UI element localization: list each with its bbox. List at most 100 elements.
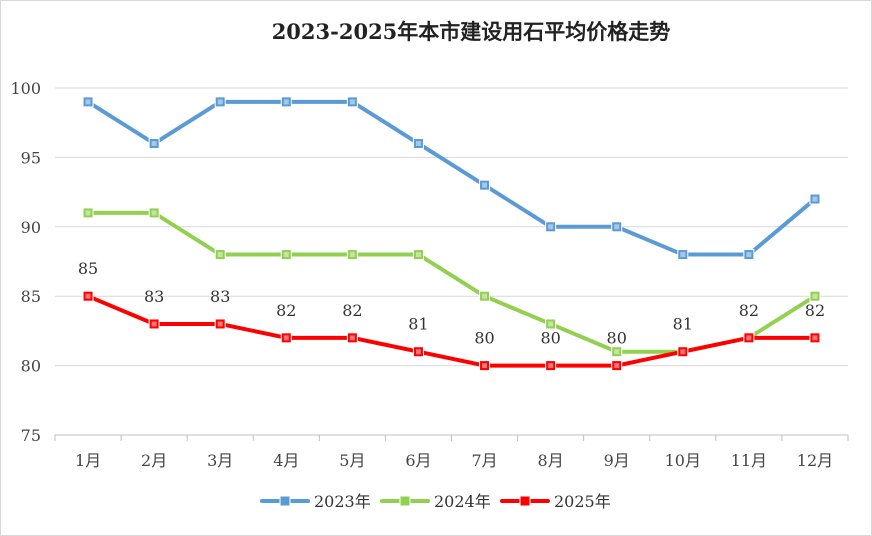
data-point-highlight [151, 321, 157, 327]
data-label: 81 [408, 315, 428, 334]
gridlines [55, 87, 848, 367]
data-label: 82 [805, 301, 825, 320]
series-2 [82, 207, 821, 358]
legend-item[interactable]: 2023年 [260, 492, 371, 511]
data-point-highlight [548, 363, 554, 369]
legend-item[interactable]: 2025年 [500, 492, 611, 511]
x-tick-label: 5月 [339, 451, 365, 470]
data-point-highlight [85, 210, 91, 216]
y-axis: 75 80 85 90 95 100 [10, 79, 41, 445]
data-point[interactable] [280, 96, 292, 108]
y-tick-label: 80 [21, 357, 41, 376]
data-label: 82 [276, 301, 296, 320]
x-tick-label: 4月 [273, 451, 299, 470]
x-tick-label: 11月 [731, 451, 767, 470]
y-tick-label: 90 [21, 218, 41, 237]
data-point-highlight [85, 99, 91, 105]
data-point[interactable] [545, 360, 557, 372]
data-point[interactable] [214, 96, 226, 108]
data-point-highlight [217, 321, 223, 327]
data-point[interactable] [148, 318, 160, 330]
data-point[interactable] [677, 249, 689, 261]
data-point-highlight [746, 252, 752, 258]
series-lines [82, 96, 821, 372]
data-point[interactable] [809, 290, 821, 302]
x-tick-label: 8月 [538, 451, 564, 470]
data-point-highlight [349, 335, 355, 341]
data-point-highlight [812, 335, 818, 341]
data-point-highlight [349, 252, 355, 258]
data-point-highlight [482, 293, 488, 299]
data-point-highlight [614, 224, 620, 230]
data-point[interactable] [82, 96, 94, 108]
data-point[interactable] [809, 332, 821, 344]
data-point-highlight [548, 224, 554, 230]
data-point[interactable] [82, 290, 94, 302]
data-point-highlight [812, 293, 818, 299]
chart-title: 2023-2025年本市建设用石平均价格走势 [272, 19, 671, 44]
data-point-highlight [151, 141, 157, 147]
y-tick-label: 95 [21, 148, 41, 167]
data-point[interactable] [82, 207, 94, 219]
x-tick-label: 10月 [665, 451, 701, 470]
data-point-highlight [746, 335, 752, 341]
data-labels: 85 83 83 82 82 81 80 80 80 81 82 82 [78, 259, 825, 347]
data-point-highlight [283, 99, 289, 105]
legend-item[interactable]: 2024年 [380, 492, 491, 511]
series-line [86, 294, 817, 368]
data-point-highlight [151, 210, 157, 216]
data-point[interactable] [214, 318, 226, 330]
data-point[interactable] [611, 221, 623, 233]
data-point-highlight [614, 349, 620, 355]
data-point[interactable] [479, 360, 491, 372]
data-point[interactable] [479, 179, 491, 191]
legend-swatch-marker [399, 495, 411, 507]
data-point[interactable] [214, 249, 226, 261]
x-tick-label: 9月 [604, 451, 630, 470]
data-point-highlight [283, 252, 289, 258]
series-1 [82, 96, 821, 261]
x-tick-label: 7月 [471, 451, 497, 470]
data-point[interactable] [545, 221, 557, 233]
data-point[interactable] [346, 96, 358, 108]
data-point[interactable] [280, 249, 292, 261]
data-point[interactable] [412, 249, 424, 261]
legend[interactable]: 2023年 2024年 2025年 [260, 492, 611, 511]
legend-swatch-marker [519, 495, 531, 507]
data-point[interactable] [148, 207, 160, 219]
data-point[interactable] [346, 249, 358, 261]
data-point-highlight [217, 99, 223, 105]
x-tick-labels: 1月 2月 3月 4月 5月 6月 7月 8月 9月 10月 11月 12月 [75, 451, 833, 470]
data-point-highlight [415, 349, 421, 355]
data-point[interactable] [545, 318, 557, 330]
data-label: 83 [210, 287, 230, 306]
x-axis [54, 434, 849, 441]
data-point-highlight [482, 182, 488, 188]
data-label: 80 [607, 329, 627, 348]
series-3 [82, 290, 821, 372]
data-point[interactable] [611, 360, 623, 372]
data-point[interactable] [412, 138, 424, 150]
data-point[interactable] [148, 138, 160, 150]
data-point[interactable] [479, 290, 491, 302]
data-point-highlight [217, 252, 223, 258]
data-point[interactable] [809, 193, 821, 205]
y-tick-label: 75 [21, 426, 41, 445]
data-point[interactable] [677, 346, 689, 358]
data-point[interactable] [346, 332, 358, 344]
data-label: 81 [673, 315, 693, 334]
data-point[interactable] [743, 249, 755, 261]
data-point-highlight [680, 252, 686, 258]
data-point-highlight [415, 252, 421, 258]
legend-label: 2025年 [554, 492, 611, 511]
data-point-highlight [614, 363, 620, 369]
legend-label: 2023年 [314, 492, 371, 511]
data-point-highlight [85, 293, 91, 299]
legend-label: 2024年 [434, 492, 491, 511]
data-point[interactable] [611, 346, 623, 358]
data-point[interactable] [280, 332, 292, 344]
data-point[interactable] [743, 332, 755, 344]
data-label: 83 [144, 287, 164, 306]
data-point[interactable] [412, 346, 424, 358]
